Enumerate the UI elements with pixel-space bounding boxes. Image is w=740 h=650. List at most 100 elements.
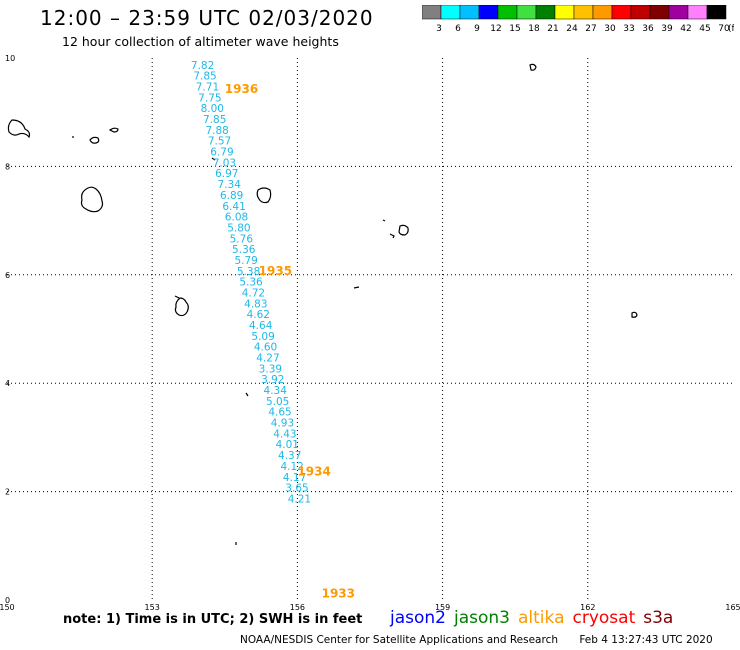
credit-text: NOAA/NESDIS Center for Satellite Applica… [240,634,558,646]
wave-height-value: 4.43 [273,428,296,440]
wave-height-value: 4.27 [256,353,279,365]
island-outlines [7,63,638,545]
wave-height-value: 7.03 [213,157,236,169]
wave-height-value: 5.09 [251,331,274,343]
wave-height-value: 7.34 [218,179,242,191]
wave-height-value: 4.65 [268,407,291,419]
colorbar-swatch [706,5,727,20]
pass-time-label: 1935 [259,264,292,278]
wave-height-value: 5.38 [237,266,260,278]
footnote: note: 1) Time is in UTC; 2) SWH is in fe… [63,612,363,627]
island-outline [382,219,386,222]
colorbar-label: 45 [699,24,710,34]
colorbar-label: 24 [566,24,578,34]
map-subtitle: 12 hour collection of altimeter wave hei… [62,34,339,49]
wave-height-value: 3.65 [285,483,308,495]
wave-height-value: 4.17 [283,472,306,484]
wave-height-value: 4.01 [276,439,299,451]
colorbar-label: 39 [661,24,673,34]
satellite-jason2: jason2 [390,608,446,628]
pass-time-label: 1936 [225,82,258,96]
lon-tick-label: 156 [290,603,305,610]
satellite-legend: jason2 jason3 altika cryosat s3a [390,608,681,628]
wave-height-value: 5.79 [234,255,257,267]
island-outline [108,127,119,133]
colorbar-label: 12 [490,24,501,34]
colorbar-label: 21 [547,24,558,34]
island-outline [631,311,638,318]
lat-tick-label: 10 [5,54,15,63]
colorbar-label: 18 [528,24,540,34]
altimeter-track: 7.827.857.717.758.007.857.887.576.797.03… [191,60,311,506]
wave-height-value: 4.21 [288,493,311,505]
island-outline [174,295,180,299]
lat-tick-label: 8 [5,162,10,171]
wave-height-value: 5.76 [230,233,254,245]
wave-height-value: 4.37 [278,450,301,462]
wave-height-value: 6.79 [210,147,233,159]
wave-height-value: 5.80 [227,222,250,234]
wave-height-value: 7.88 [205,125,228,137]
lon-tick-label: 150 [0,603,15,610]
wave-height-value: 6.97 [215,168,238,180]
wave-height-value: 4.12 [280,461,303,473]
wave-height-value: 7.82 [191,60,214,72]
island-outline [398,224,409,236]
satellite-cryosat: cryosat [572,608,636,628]
wave-height-value: 7.71 [196,82,219,94]
wave-height-value: 4.34 [264,385,288,397]
credit-line: NOAA/NESDIS Center for Satellite Applica… [240,634,731,646]
island-outline [245,392,249,397]
wave-height-value: 7.85 [193,71,216,83]
colorbar-label: 36 [642,24,654,34]
island-outline [80,186,104,213]
satellite-altika: altika [518,608,565,628]
colorbar-label: 30 [604,24,616,34]
island-outline [211,157,216,161]
wave-height-value: 7.85 [203,114,226,126]
wave-height-value: 3.39 [259,363,282,375]
wave-height-value: 8.00 [201,103,224,115]
wave-height-value: 4.60 [254,342,277,354]
colorbar-label: 9 [474,24,480,34]
wave-height-value: 6.89 [220,190,243,202]
lon-tick-label: 162 [580,603,595,610]
island-outline [89,136,100,144]
colorbar-label: 6 [455,24,461,34]
island-outline [174,297,189,317]
lat-tick-label: 2 [5,488,10,497]
colorbar-label: 70 [718,24,730,34]
wave-height-value: 6.41 [222,201,245,213]
wave-height-value: 5.36 [232,244,256,256]
satellite-s3a: s3a [643,608,674,628]
wave-height-value: 6.08 [225,212,248,224]
lon-tick-label: 153 [145,603,160,610]
wave-height-value: 5.36 [239,277,263,289]
colorbar-label: 15 [509,24,520,34]
colorbar-label: 27 [585,24,596,34]
lat-tick-label: 6 [5,271,10,280]
island-outline [389,233,395,239]
colorbar-label: 33 [623,24,634,34]
map-title: 12:00 – 23:59 UTC 02/03/2020 [40,6,374,30]
island-outline [7,119,31,139]
wave-height-value: 7.75 [198,92,221,104]
timestamp: Feb 4 13:27:43 UTC 2020 [579,634,713,646]
lon-tick-label: 165 [725,603,740,610]
pass-time-label: 1933 [322,586,355,600]
wave-height-value: 7.57 [208,136,231,148]
wave-height-value: 4.93 [271,418,294,430]
wave-height-value: 4.72 [242,287,265,299]
colorbar-label: 42 [680,24,691,34]
island-outline [529,63,537,71]
satellite-jason3: jason3 [454,608,510,628]
pass-time-labels: 1936 1935 1934 1933 [225,82,355,600]
axis-ticks: 150 153 156 159 162 165 0 2 4 6 8 10 [0,54,740,610]
pass-time-label: 1934 [297,464,330,478]
wave-height-value: 4.62 [247,309,270,321]
island-outline [256,187,272,204]
wave-height-value: 5.05 [266,396,289,408]
lat-tick-label: 0 [5,596,10,605]
